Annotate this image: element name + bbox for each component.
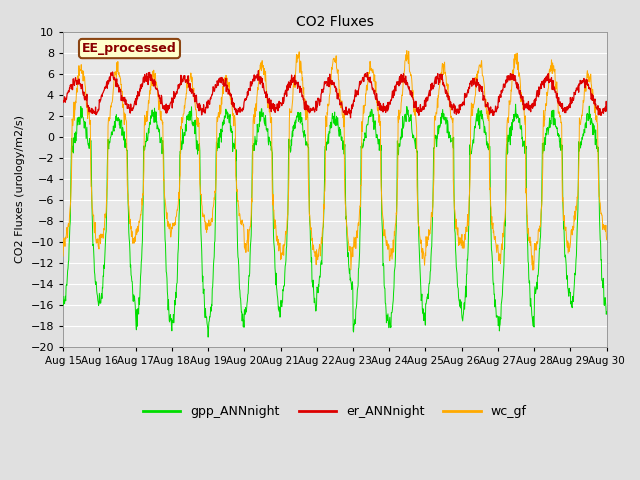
Title: CO2 Fluxes: CO2 Fluxes [296,15,374,29]
Text: EE_processed: EE_processed [82,42,177,55]
Legend: gpp_ANNnight, er_ANNnight, wc_gf: gpp_ANNnight, er_ANNnight, wc_gf [138,400,532,423]
Y-axis label: CO2 Fluxes (urology/m2/s): CO2 Fluxes (urology/m2/s) [15,115,25,263]
